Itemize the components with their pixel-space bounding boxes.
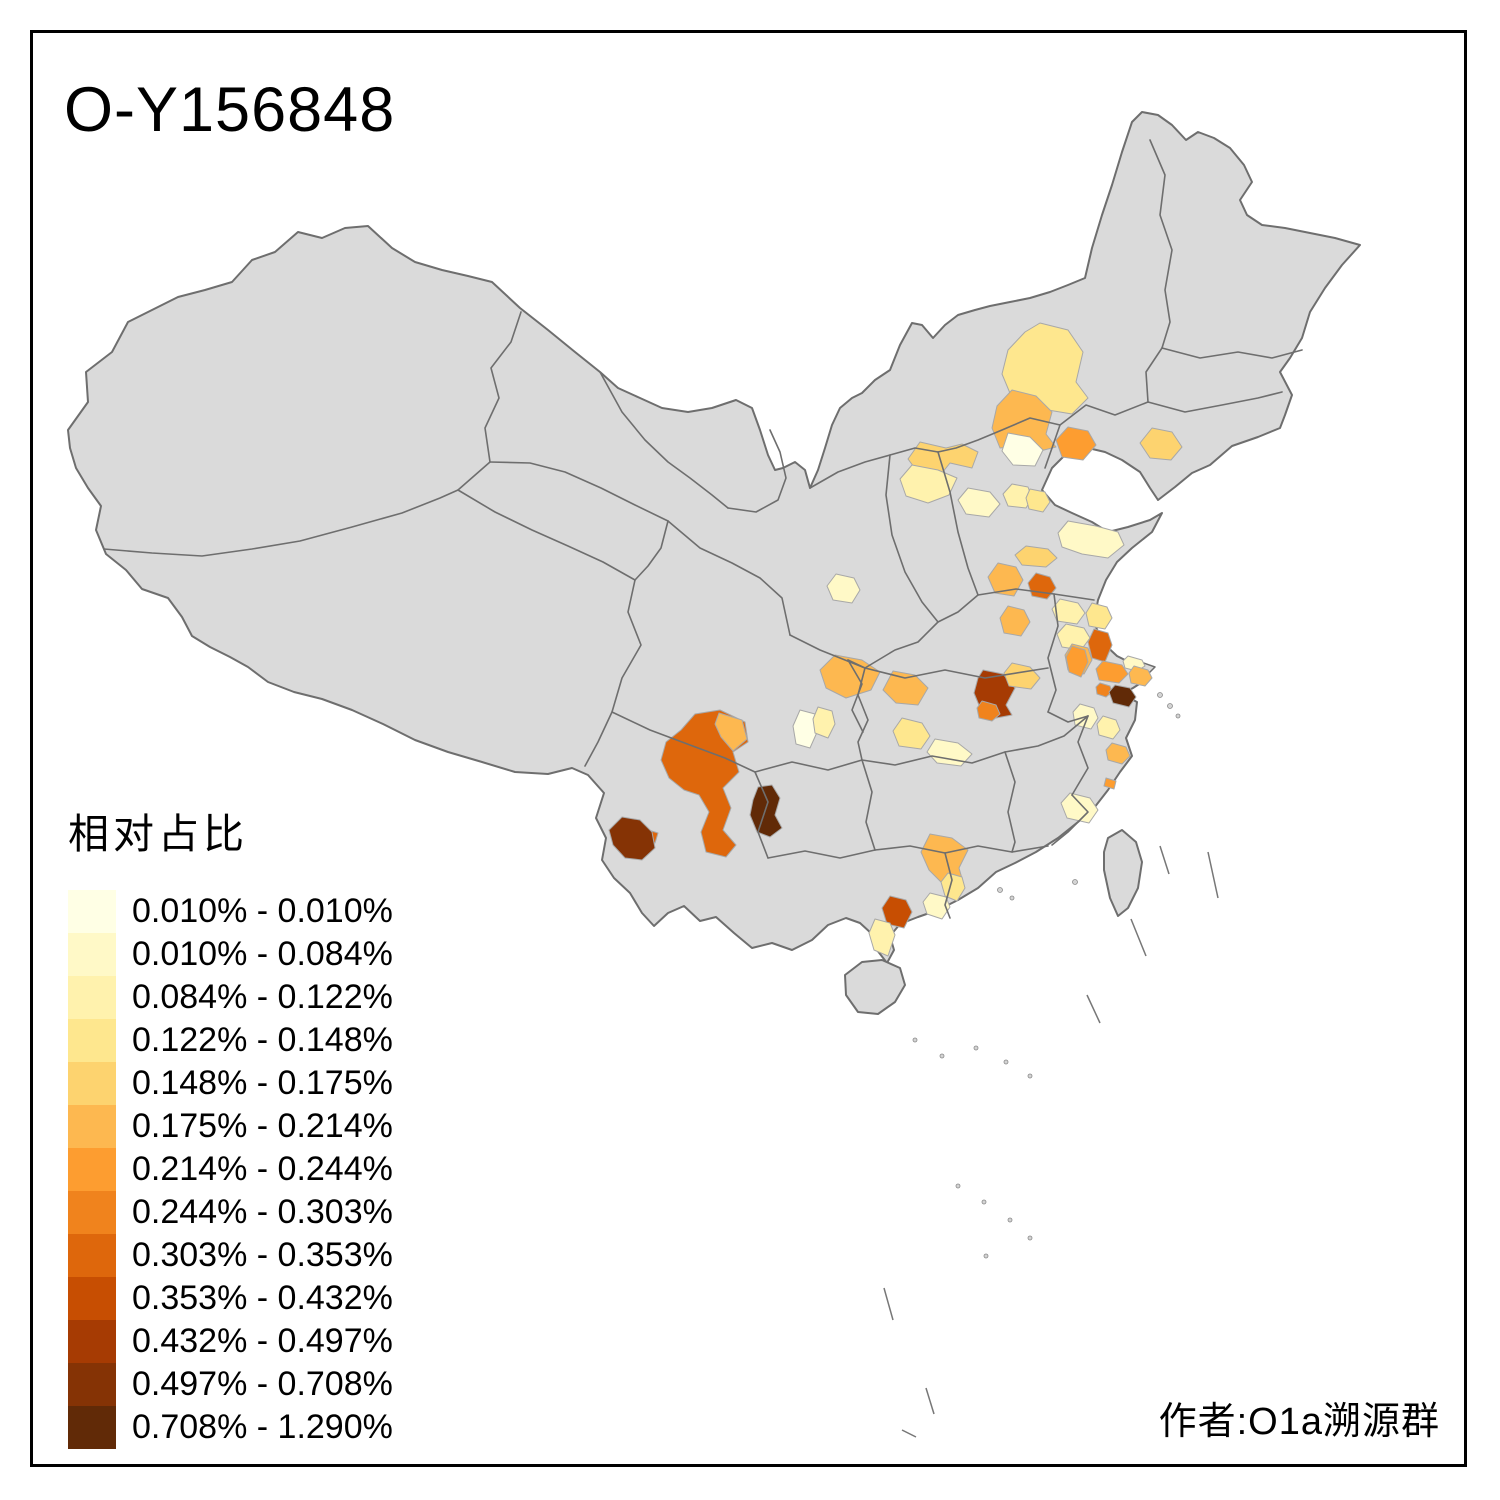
map-region <box>1060 792 1099 824</box>
legend-label: 0.303% - 0.353% <box>132 1236 393 1274</box>
legend-row: 0.010% - 0.084% <box>68 933 488 976</box>
map-region <box>714 712 748 752</box>
legend-swatch <box>68 1019 116 1062</box>
map-region <box>940 872 966 902</box>
map-region <box>1027 572 1057 600</box>
map-region <box>957 487 1001 518</box>
legend-row: 0.244% - 0.303% <box>68 1191 488 1234</box>
map-region <box>812 706 836 739</box>
legend-row: 0.303% - 0.353% <box>68 1234 488 1277</box>
map-region <box>1105 742 1131 765</box>
legend-swatch <box>68 1406 116 1449</box>
map-region <box>999 605 1031 637</box>
map-region <box>881 895 913 929</box>
sea-islands <box>912 692 1181 1259</box>
legend-row: 0.497% - 0.708% <box>68 1363 488 1406</box>
legend-label: 0.708% - 1.290% <box>132 1408 393 1446</box>
map-region <box>1095 682 1113 698</box>
map-region <box>1014 545 1058 568</box>
map-region <box>987 562 1024 597</box>
legend-label: 0.497% - 0.708% <box>132 1365 393 1403</box>
map-region <box>1128 665 1153 687</box>
map-region <box>926 738 973 767</box>
legend-swatch <box>68 1277 116 1320</box>
map-region <box>1002 483 1033 509</box>
map-region <box>882 670 929 706</box>
map-region <box>899 464 958 504</box>
legend-label: 0.432% - 0.497% <box>132 1322 393 1360</box>
legend-swatch <box>68 890 116 933</box>
taiwan-island <box>1103 829 1143 917</box>
legend-row: 0.084% - 0.122% <box>68 976 488 1019</box>
legend-row: 0.708% - 1.290% <box>68 1406 488 1449</box>
map-region <box>976 700 1001 722</box>
legend-title: 相对占比 <box>68 811 248 857</box>
map-region <box>749 784 783 838</box>
legend-label: 0.010% - 0.010% <box>132 892 393 930</box>
map-region <box>1003 662 1041 690</box>
legend-swatch <box>68 1234 116 1277</box>
map-region <box>868 918 896 957</box>
legend-label: 0.122% - 0.148% <box>132 1021 393 1059</box>
legend-swatch <box>68 1148 116 1191</box>
map-region <box>660 709 749 858</box>
legend-label: 0.084% - 0.122% <box>132 978 393 1016</box>
legend-label: 0.148% - 0.175% <box>132 1064 393 1102</box>
map-region <box>1096 715 1121 740</box>
legend-row: 0.122% - 0.148% <box>68 1019 488 1062</box>
legend-label: 0.175% - 0.214% <box>132 1107 393 1145</box>
province-boundaries <box>103 139 1303 919</box>
sea-boundary-dashes <box>883 845 1219 1438</box>
map-region <box>922 892 951 920</box>
map-region <box>1108 684 1137 708</box>
legend-swatch <box>68 1105 116 1148</box>
legend-row: 0.148% - 0.175% <box>68 1062 488 1105</box>
map-region <box>1051 598 1086 625</box>
map-region <box>1025 488 1051 513</box>
map-region <box>892 717 931 750</box>
map-region <box>1065 645 1089 678</box>
page-title: O-Y156848 <box>64 75 396 145</box>
hainan-island <box>844 959 906 1015</box>
map-region <box>608 816 656 861</box>
map-region <box>826 573 861 604</box>
legend-rows: 0.010% - 0.010% 0.010% - 0.084% 0.084% - 0… <box>68 890 488 1449</box>
legend-row: 0.010% - 0.010% <box>68 890 488 933</box>
map-region <box>1057 520 1125 559</box>
map-region <box>1095 660 1129 684</box>
map-region <box>1139 427 1183 461</box>
legend-swatch <box>68 933 116 976</box>
legend-swatch <box>68 1062 116 1105</box>
map-region <box>1085 602 1113 630</box>
legend-row: 0.175% - 0.214% <box>68 1105 488 1148</box>
legend-swatch <box>68 1191 116 1234</box>
legend-row: 0.214% - 0.244% <box>68 1148 488 1191</box>
legend-label: 0.214% - 0.244% <box>132 1150 393 1188</box>
legend-swatch <box>68 1363 116 1406</box>
legend: 相对占比 0.010% - 0.010% 0.010% - 0.084% 0.084… <box>68 800 488 1449</box>
legend-swatch <box>68 976 116 1019</box>
legend-label: 0.010% - 0.084% <box>132 935 393 973</box>
legend-label: 0.353% - 0.432% <box>132 1279 393 1317</box>
legend-swatch <box>68 1320 116 1363</box>
legend-label: 0.244% - 0.303% <box>132 1193 393 1231</box>
map-region <box>1055 426 1097 461</box>
map-region <box>1001 432 1044 467</box>
legend-row: 0.432% - 0.497% <box>68 1320 488 1363</box>
legend-row: 0.353% - 0.432% <box>68 1277 488 1320</box>
map-region <box>1103 777 1117 790</box>
shaded-regions <box>608 322 1183 957</box>
author-caption: 作者:O1a溯源群 <box>1158 1401 1440 1443</box>
